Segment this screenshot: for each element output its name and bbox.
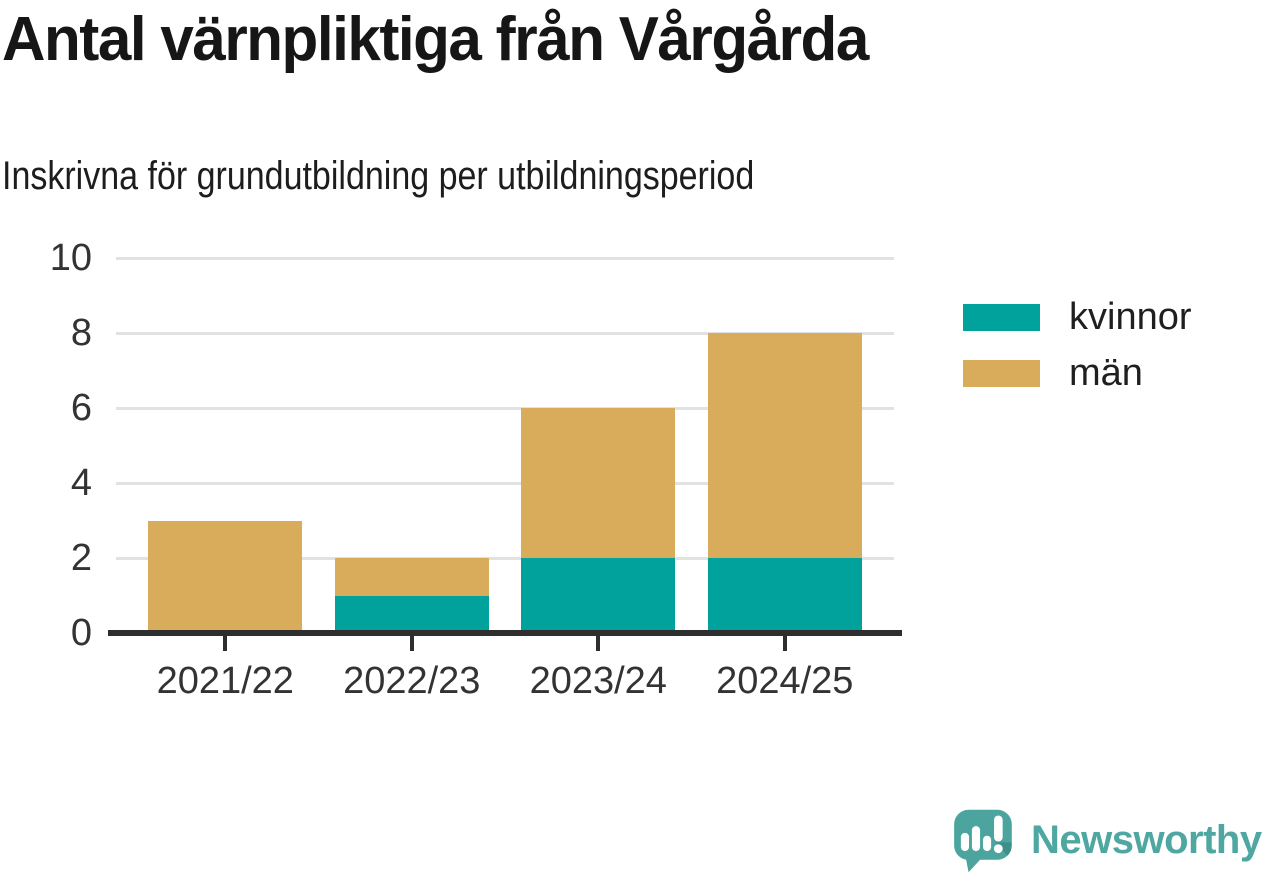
legend-label-kvinnor: kvinnor [1069, 296, 1192, 338]
bar-segment-män [707, 333, 862, 558]
bar-segment-kvinnor [521, 558, 676, 633]
newsworthy-logo: Newsworthy [945, 804, 1262, 877]
legend-swatch-man [963, 359, 1040, 387]
bar-segment-män [148, 520, 303, 633]
y-tick-label: 8 [70, 312, 92, 354]
gridline [116, 557, 894, 560]
y-tick-label: 6 [70, 387, 92, 429]
legend: kvinnor män [963, 297, 1192, 409]
bar-segment-kvinnor [707, 558, 862, 633]
gridline [116, 257, 894, 260]
gridline [116, 482, 894, 485]
legend-label-man: män [1069, 352, 1143, 394]
bar-segment-män [334, 558, 489, 596]
x-axis-tick [223, 635, 228, 651]
x-tick-label: 2024/25 [716, 660, 854, 702]
newsworthy-speech-bubble-chart-icon [954, 809, 1012, 873]
bar-segment-män [521, 408, 676, 558]
x-tick-label: 2022/23 [343, 660, 481, 702]
x-axis-tick [409, 635, 414, 651]
legend-item-man: män [963, 353, 1192, 393]
y-tick-label: 4 [70, 462, 92, 504]
y-tick-label: 0 [70, 612, 92, 654]
gridline [116, 332, 894, 335]
gridline [116, 407, 894, 410]
legend-swatch-kvinnor [963, 303, 1040, 331]
bar-segment-kvinnor [334, 595, 489, 633]
newsworthy-logo-text: Newsworthy [1031, 818, 1262, 862]
x-axis-line [108, 630, 902, 636]
chart-title: Antal värnpliktiga från Vårgårda [2, 5, 869, 74]
y-tick-label: 2 [70, 537, 92, 579]
x-axis-tick [782, 635, 787, 651]
chart-subtitle: Inskrivna för grundutbildning per utbild… [2, 154, 755, 198]
x-tick-label: 2021/22 [156, 660, 294, 702]
y-tick-label: 10 [49, 237, 92, 279]
legend-item-kvinnor: kvinnor [963, 297, 1192, 337]
x-tick-label: 2023/24 [529, 660, 667, 702]
x-axis-tick [596, 635, 601, 651]
